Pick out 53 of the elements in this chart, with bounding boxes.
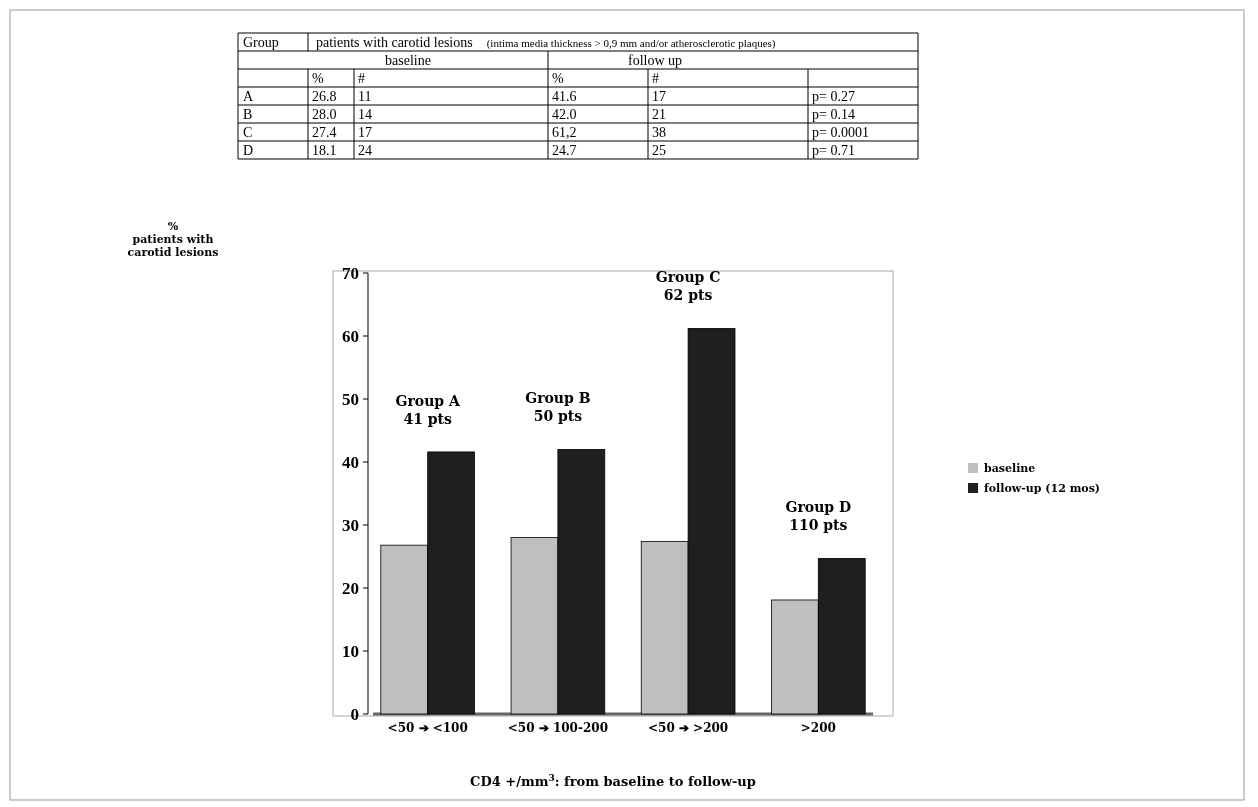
text: 11 bbox=[358, 89, 372, 104]
legend-label: follow-up (12 mos) bbox=[984, 482, 1101, 495]
text: p= 0.0001 bbox=[812, 125, 869, 140]
text: % bbox=[312, 71, 324, 86]
category-label: A bbox=[243, 89, 254, 104]
y-tick-label: 30 bbox=[342, 515, 359, 535]
text: (intima media thickness > 0,9 mm and/or atherosclerotic plaques) bbox=[486, 37, 776, 50]
text: 38 bbox=[652, 125, 666, 140]
x-axis-title: CD4 +/mm$^{3}$: from baseline to follow-up bbox=[470, 771, 756, 789]
text: # bbox=[652, 71, 659, 86]
annotation: Group A 41 pts bbox=[395, 392, 462, 427]
y-tick-label: 0 bbox=[350, 704, 359, 724]
text: Group bbox=[243, 35, 279, 50]
text: p= 0.27 bbox=[812, 89, 855, 104]
text: 61,2 bbox=[552, 125, 577, 140]
text: % bbox=[552, 71, 564, 86]
text: 24 bbox=[358, 143, 372, 158]
category-label: follow up bbox=[628, 53, 683, 68]
x-tick-label: <50 ➔ >200 bbox=[647, 721, 729, 735]
annotation: Group D 110 pts bbox=[785, 499, 852, 534]
text: p= 0.71 bbox=[812, 143, 855, 158]
text: 26.8 bbox=[312, 89, 337, 104]
text: 41.6 bbox=[552, 89, 577, 104]
y-tick-label: 70 bbox=[342, 263, 359, 283]
text: 24.7 bbox=[552, 143, 577, 158]
text: 17 bbox=[652, 89, 666, 104]
text: p= 0.14 bbox=[812, 107, 855, 122]
y-axis-title: % patients with carotid lesions bbox=[127, 220, 219, 259]
x-tick-label: <50 ➔ <100 bbox=[387, 721, 468, 735]
y-tick-label: 20 bbox=[342, 578, 359, 598]
text: 42.0 bbox=[552, 107, 577, 122]
y-tick-label: 60 bbox=[342, 326, 359, 346]
text: 21 bbox=[652, 107, 666, 122]
text: 14 bbox=[358, 107, 372, 122]
text: 18.1 bbox=[312, 143, 337, 158]
text: patients with carotid lesions bbox=[316, 35, 473, 50]
text: 25 bbox=[652, 143, 666, 158]
text: # bbox=[358, 71, 365, 86]
annotation: Group C 62 pts bbox=[655, 269, 721, 304]
annotation: Group B 50 pts bbox=[525, 390, 591, 425]
x-tick-label: <50 ➔ 100-200 bbox=[507, 721, 608, 735]
legend-label: baseline bbox=[984, 462, 1036, 475]
x-tick-label: >200 bbox=[800, 721, 836, 735]
text: 17 bbox=[358, 125, 372, 140]
y-tick-label: 50 bbox=[342, 389, 359, 409]
category-label: baseline bbox=[385, 53, 431, 68]
text: 27.4 bbox=[312, 125, 337, 140]
y-tick-label: 40 bbox=[342, 452, 359, 472]
category-label: B bbox=[243, 107, 253, 122]
category-label: D bbox=[243, 143, 254, 158]
y-tick-label: 10 bbox=[342, 641, 359, 661]
text: 28.0 bbox=[312, 107, 337, 122]
category-label: C bbox=[243, 125, 253, 140]
